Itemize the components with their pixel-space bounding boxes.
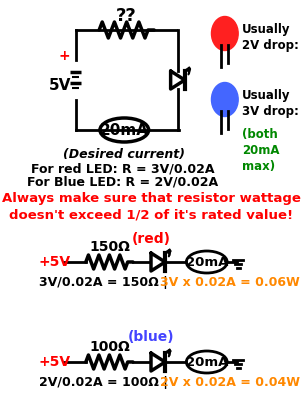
Text: +5V: +5V (39, 355, 71, 369)
Text: +5V: +5V (39, 255, 71, 269)
Text: 3V/0.02A = 150Ω |: 3V/0.02A = 150Ω | (39, 276, 172, 289)
Text: For red LED: R = 3V/0.02A: For red LED: R = 3V/0.02A (31, 162, 214, 175)
Text: (both
20mA
max): (both 20mA max) (242, 128, 280, 173)
Circle shape (211, 83, 238, 117)
Text: Usually
2V drop:: Usually 2V drop: (242, 22, 299, 51)
Text: 20mA: 20mA (185, 356, 228, 369)
Circle shape (211, 17, 238, 51)
Text: 2V/0.02A = 100Ω |: 2V/0.02A = 100Ω | (39, 376, 172, 389)
Text: (red): (red) (131, 232, 171, 246)
Text: Usually
3V drop:: Usually 3V drop: (242, 88, 299, 117)
Text: +: + (59, 49, 70, 63)
Text: 3V x 0.02A = 0.06W: 3V x 0.02A = 0.06W (160, 276, 300, 289)
Text: (blue): (blue) (128, 330, 174, 344)
Text: 5V: 5V (49, 78, 71, 93)
Text: ??: ?? (116, 7, 137, 25)
Bar (217, 100, 232, 111)
Text: 20mA: 20mA (185, 256, 228, 269)
Bar (217, 34, 232, 45)
Text: 150Ω: 150Ω (89, 240, 130, 254)
Text: (Desired current): (Desired current) (63, 148, 185, 161)
Text: 2V x 0.02A = 0.04W: 2V x 0.02A = 0.04W (160, 376, 300, 389)
Text: For Blue LED: R = 2V/0.02A: For Blue LED: R = 2V/0.02A (27, 175, 218, 188)
Text: 100Ω: 100Ω (89, 340, 130, 354)
Text: Always make sure that resistor wattage
doesn't exceed 1/2 of it's rated value!: Always make sure that resistor wattage d… (2, 192, 300, 222)
Text: 20mA: 20mA (100, 122, 149, 137)
